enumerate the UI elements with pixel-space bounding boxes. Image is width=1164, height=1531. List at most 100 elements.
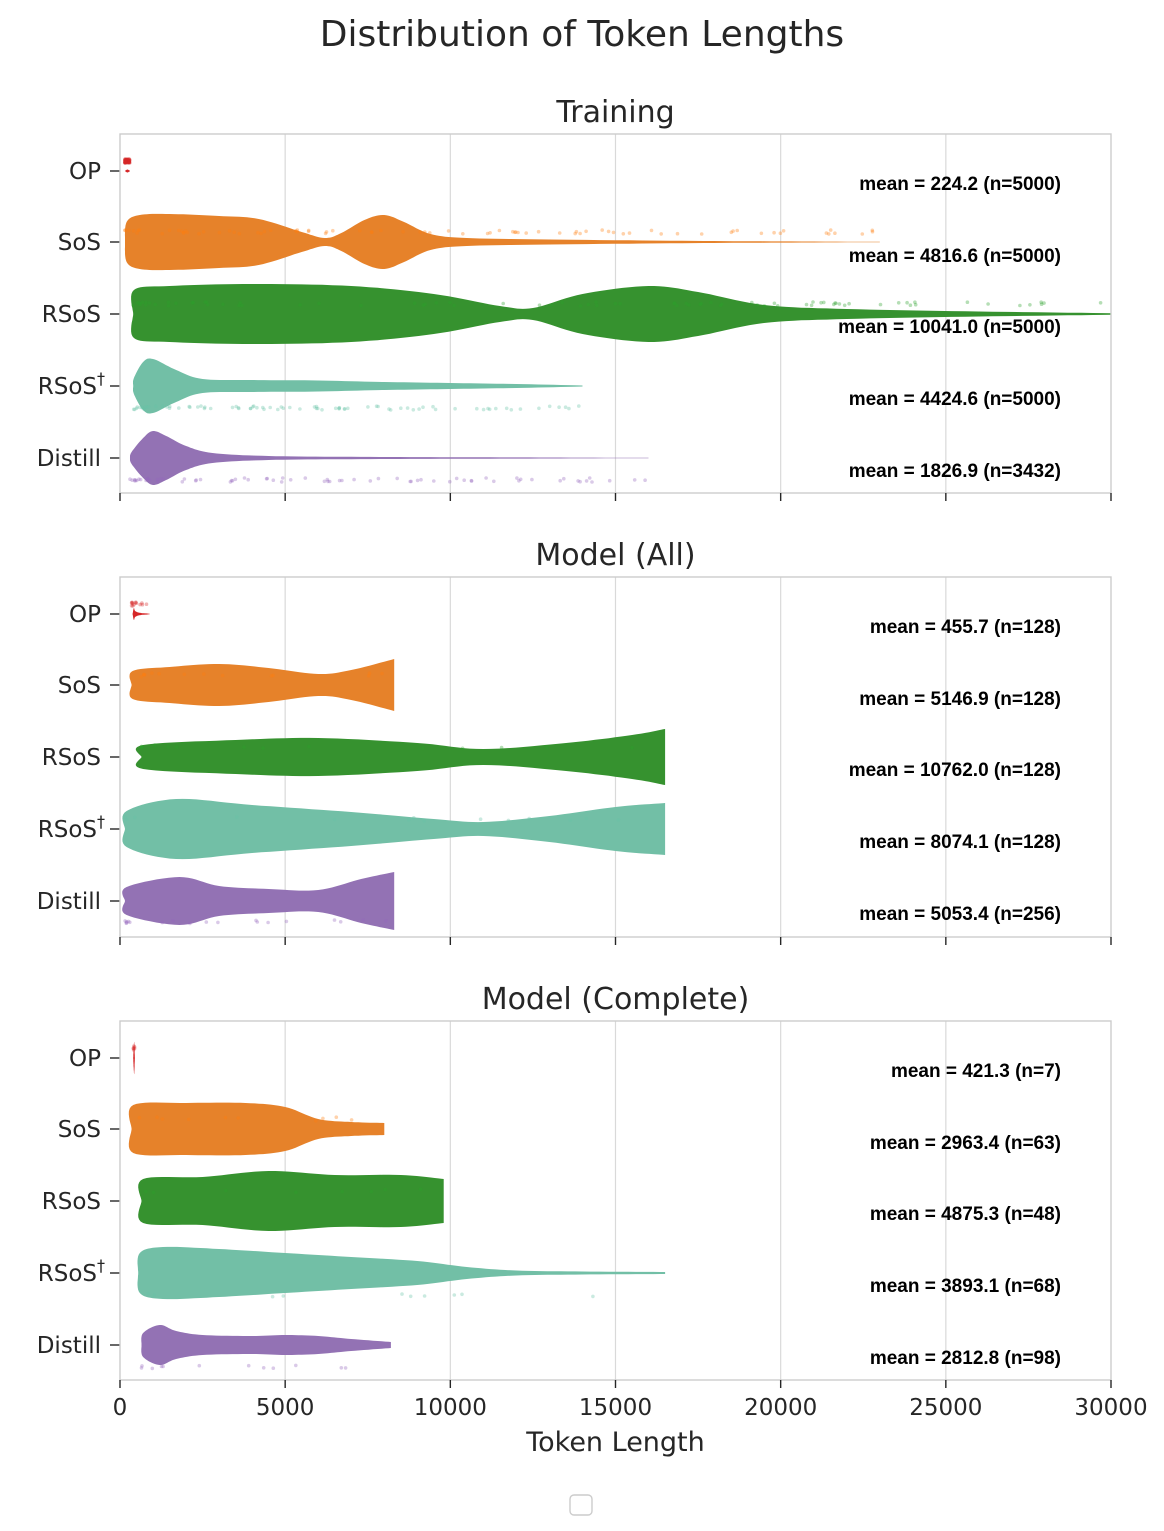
jitter-point: [518, 407, 523, 411]
jitter-point: [295, 228, 300, 232]
jitter-point: [478, 817, 483, 821]
jitter-point: [138, 477, 143, 482]
jitter-point: [1018, 303, 1022, 308]
jitter-point: [509, 408, 514, 412]
jitter-point: [124, 157, 129, 162]
ytick-label: OP: [69, 159, 101, 185]
jitter-point: [419, 477, 423, 482]
violin-rsos: [131, 284, 1112, 344]
jitter-point: [180, 229, 184, 233]
jitter-point: [312, 405, 317, 409]
jitter-point: [562, 476, 566, 481]
jitter-point: [127, 160, 131, 165]
jitter-point: [132, 1046, 137, 1051]
jitter-point: [124, 157, 129, 161]
jitter-point: [506, 818, 511, 823]
jitter-point: [142, 407, 147, 412]
jitter-point: [125, 158, 129, 162]
jitter-point: [750, 300, 754, 305]
ytick-superscript: †: [97, 1256, 105, 1275]
jitter-point: [428, 231, 432, 235]
jitter-point: [126, 158, 131, 162]
jitter-point: [256, 230, 260, 235]
jitter-point: [123, 160, 128, 164]
jitter-point: [460, 746, 465, 751]
jitter-point: [842, 303, 847, 308]
jitter-point: [497, 228, 502, 233]
jitter-point: [197, 231, 201, 236]
jitter-point: [266, 920, 270, 925]
jitter-points: [123, 918, 388, 926]
jitter-point: [827, 232, 831, 236]
jitter-point: [130, 478, 134, 483]
jitter-point: [237, 231, 242, 236]
jitter-point: [171, 919, 175, 923]
jitter-point: [262, 407, 266, 412]
jitter-point: [159, 1364, 164, 1369]
ytick-label: SoS: [58, 230, 101, 256]
jitter-point: [462, 478, 467, 483]
jitter-point: [203, 405, 207, 410]
jitter-point: [124, 160, 128, 164]
jitter-point: [323, 231, 328, 236]
jitter-point: [132, 602, 136, 607]
jitter-point: [594, 300, 598, 304]
jitter-point: [584, 479, 589, 483]
jitter-point: [153, 302, 158, 307]
jitter-point: [314, 406, 319, 411]
jitter-point: [174, 301, 178, 306]
jitter-point: [125, 157, 130, 161]
jitter-point: [537, 303, 542, 308]
jitter-point: [332, 817, 337, 822]
jitter-point: [131, 303, 135, 308]
jitter-points: [123, 815, 621, 823]
violin-rsos-dagger: [133, 358, 583, 414]
jitter-point: [376, 476, 381, 481]
jitter-point: [729, 230, 734, 235]
jitter-point: [383, 1187, 388, 1192]
jitter-point: [123, 158, 127, 162]
jitter-point: [421, 746, 425, 751]
jitter-point: [175, 745, 179, 749]
jitter-point: [221, 302, 225, 307]
jitter-point: [196, 405, 200, 409]
panel-3: Model (Complete) OP mean = 421.3 (n=7) SoS m…: [37, 982, 1148, 1458]
jitter-point: [687, 303, 691, 307]
jitter-point: [125, 159, 130, 163]
jitter-point: [146, 405, 151, 409]
jitter-point: [127, 228, 131, 233]
violin-sos: [128, 1102, 385, 1156]
jitter-point: [1039, 302, 1044, 307]
mean-annotation: mean = 3893.1 (n=68): [870, 1276, 1061, 1297]
jitter-point: [127, 157, 131, 161]
jitter-point: [123, 160, 127, 165]
jitter-point: [607, 478, 612, 483]
jitter-point: [127, 160, 131, 165]
jitter-point: [123, 228, 127, 232]
jitter-point: [151, 1190, 156, 1195]
jitter-point: [166, 304, 171, 308]
ytick-superscript: †: [97, 369, 105, 388]
jitter-point: [125, 158, 129, 163]
jitter-point: [279, 405, 284, 409]
jitter-point: [288, 478, 293, 482]
jitter-point: [125, 160, 130, 165]
panel-2: Model (All) OP mean = 455.7 (n=128) SoS mean…: [37, 538, 1112, 945]
jitter-point: [384, 919, 388, 923]
jitter-point: [337, 407, 341, 411]
jitter-point: [236, 1116, 240, 1120]
jitter-point: [158, 476, 163, 481]
jitter-point: [201, 230, 206, 234]
jitter-point: [140, 602, 145, 607]
jitter-point: [408, 479, 413, 484]
jitter-point: [150, 1366, 155, 1371]
jitter-point: [224, 1188, 228, 1193]
jitter-point: [127, 160, 132, 164]
jitter-point: [186, 1117, 191, 1122]
jitter-point: [223, 1115, 228, 1120]
jitter-point: [387, 407, 391, 411]
jitter-point: [446, 229, 451, 233]
jitter-point: [123, 159, 127, 163]
jitter-point: [811, 300, 815, 304]
mean-annotation: mean = 224.2 (n=5000): [859, 174, 1061, 195]
